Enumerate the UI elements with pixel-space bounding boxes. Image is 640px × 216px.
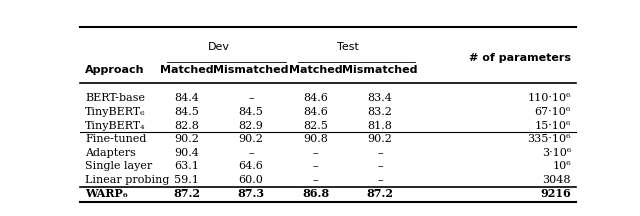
Text: 63.1: 63.1 bbox=[174, 162, 199, 172]
Text: –: – bbox=[313, 175, 319, 185]
Text: WARP₆: WARP₆ bbox=[85, 188, 128, 199]
Text: 81.8: 81.8 bbox=[367, 121, 392, 130]
Text: 82.9: 82.9 bbox=[239, 121, 264, 130]
Text: 84.6: 84.6 bbox=[303, 93, 328, 103]
Text: Matched: Matched bbox=[289, 65, 342, 75]
Text: 9216: 9216 bbox=[540, 188, 571, 199]
Text: 84.5: 84.5 bbox=[239, 107, 264, 117]
Text: Adapters: Adapters bbox=[85, 148, 136, 158]
Text: Approach: Approach bbox=[85, 65, 145, 75]
Text: Mismatched: Mismatched bbox=[213, 65, 289, 75]
Text: 90.8: 90.8 bbox=[303, 134, 328, 144]
Text: 83.2: 83.2 bbox=[367, 107, 392, 117]
Text: –: – bbox=[248, 148, 254, 158]
Text: 60.0: 60.0 bbox=[239, 175, 264, 185]
Text: 10⁶: 10⁶ bbox=[552, 162, 571, 172]
Text: –: – bbox=[248, 93, 254, 103]
Text: 82.5: 82.5 bbox=[303, 121, 328, 130]
Text: TinyBERT₄: TinyBERT₄ bbox=[85, 121, 145, 130]
Text: 82.8: 82.8 bbox=[174, 121, 199, 130]
Text: 90.2: 90.2 bbox=[367, 134, 392, 144]
Text: 87.2: 87.2 bbox=[173, 188, 200, 199]
Text: 83.4: 83.4 bbox=[367, 93, 392, 103]
Text: 84.5: 84.5 bbox=[174, 107, 199, 117]
Text: –: – bbox=[313, 162, 319, 172]
Text: Mismatched: Mismatched bbox=[342, 65, 418, 75]
Text: 86.8: 86.8 bbox=[302, 188, 329, 199]
Text: Single layer: Single layer bbox=[85, 162, 152, 172]
Text: 90.4: 90.4 bbox=[174, 148, 199, 158]
Text: 87.2: 87.2 bbox=[367, 188, 394, 199]
Text: BERT-base: BERT-base bbox=[85, 93, 145, 103]
Text: 90.2: 90.2 bbox=[174, 134, 199, 144]
Text: 3·10⁶: 3·10⁶ bbox=[541, 148, 571, 158]
Text: –: – bbox=[377, 175, 383, 185]
Text: 110·10⁶: 110·10⁶ bbox=[527, 93, 571, 103]
Text: –: – bbox=[377, 148, 383, 158]
Text: –: – bbox=[377, 162, 383, 172]
Text: 64.6: 64.6 bbox=[239, 162, 264, 172]
Text: TinyBERT₆: TinyBERT₆ bbox=[85, 107, 145, 117]
Text: Dev: Dev bbox=[208, 42, 230, 52]
Text: Fine-tuned: Fine-tuned bbox=[85, 134, 147, 144]
Text: 84.4: 84.4 bbox=[174, 93, 199, 103]
Text: 3048: 3048 bbox=[543, 175, 571, 185]
Text: 59.1: 59.1 bbox=[174, 175, 199, 185]
Text: Matched: Matched bbox=[160, 65, 214, 75]
Text: 84.6: 84.6 bbox=[303, 107, 328, 117]
Text: Linear probing: Linear probing bbox=[85, 175, 170, 185]
Text: 335·10⁶: 335·10⁶ bbox=[527, 134, 571, 144]
Text: 15·10⁶: 15·10⁶ bbox=[534, 121, 571, 130]
Text: –: – bbox=[313, 148, 319, 158]
Text: # of parameters: # of parameters bbox=[469, 53, 571, 63]
Text: 87.3: 87.3 bbox=[237, 188, 265, 199]
Text: Test: Test bbox=[337, 42, 359, 52]
Text: 67·10⁶: 67·10⁶ bbox=[534, 107, 571, 117]
Text: 90.2: 90.2 bbox=[239, 134, 264, 144]
